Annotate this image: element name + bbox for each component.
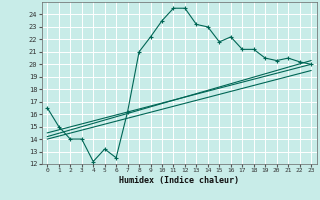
X-axis label: Humidex (Indice chaleur): Humidex (Indice chaleur) [119,176,239,185]
